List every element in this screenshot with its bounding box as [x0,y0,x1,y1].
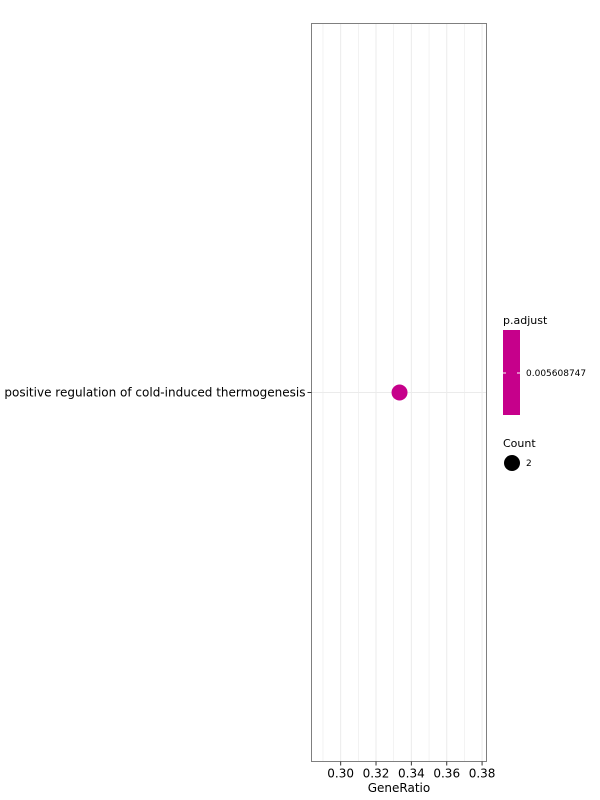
data-point [391,384,408,401]
data-points [391,384,408,401]
y-tick-label: positive regulation of cold-induced ther… [4,386,305,400]
legend-count: Count 2 [503,437,536,471]
legend-size-label: 2 [526,459,532,469]
y-axis: positive regulation of cold-induced ther… [4,386,312,400]
x-tick-label: 0.32 [363,767,390,781]
x-tick-label: 0.36 [433,767,460,781]
legend-size-key [504,455,520,471]
x-tick-label: 0.34 [398,767,425,781]
x-axis-title: GeneRatio [368,781,430,795]
x-axis: 0.30 0.32 0.34 0.36 0.38 [327,761,496,781]
legend-color-label: 0.005608747 [526,369,586,379]
legend-color-title: p.adjust [503,314,548,327]
x-tick-label: 0.30 [327,767,354,781]
legend-size-title: Count [503,437,536,450]
legend-p-adjust: p.adjust 0.005608747 [503,314,586,415]
x-tick-label: 0.38 [469,767,496,781]
color-bar [503,330,520,415]
